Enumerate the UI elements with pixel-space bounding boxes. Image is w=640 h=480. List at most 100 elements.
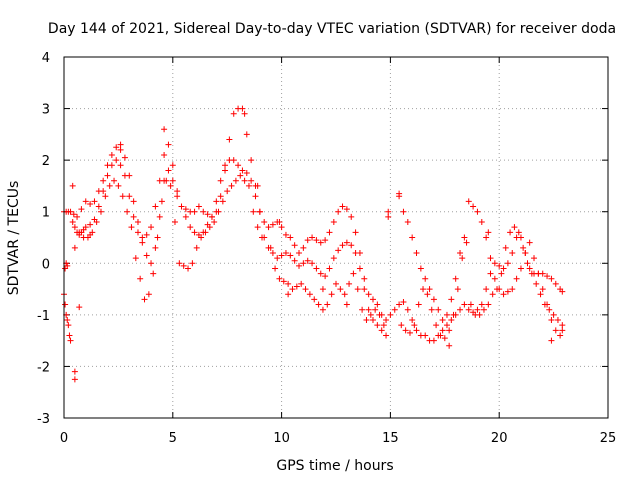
data-point [557, 332, 564, 339]
data-point [391, 306, 398, 313]
data-point [463, 239, 470, 246]
data-point [491, 275, 498, 282]
data-point [531, 255, 538, 262]
data-point [446, 327, 453, 334]
data-point [430, 337, 437, 344]
data-point [365, 306, 372, 313]
data-point [134, 229, 141, 236]
data-point [552, 327, 559, 334]
data-point [533, 280, 540, 287]
data-point [215, 208, 222, 215]
y-tick-label: 4 [42, 51, 50, 66]
data-point [559, 327, 566, 334]
data-point [365, 291, 372, 298]
data-point [113, 157, 120, 164]
data-point [544, 273, 551, 280]
data-point [180, 262, 187, 269]
scatter-points [61, 105, 566, 383]
data-point [64, 262, 71, 269]
data-point [195, 203, 202, 210]
data-point [367, 311, 374, 318]
data-point [443, 311, 450, 318]
data-point [71, 368, 78, 375]
data-point [152, 244, 159, 251]
data-point [300, 260, 307, 267]
data-point [378, 327, 385, 334]
data-point [406, 329, 413, 336]
data-point [420, 286, 427, 293]
data-point [369, 296, 376, 303]
data-point [319, 306, 326, 313]
data-point [139, 239, 146, 246]
data-point [335, 208, 342, 215]
data-point [217, 177, 224, 184]
data-point [254, 224, 261, 231]
data-point [222, 167, 229, 174]
data-point [165, 167, 172, 174]
x-tick-label: 25 [600, 431, 617, 446]
data-point [346, 280, 353, 287]
data-point [448, 296, 455, 303]
data-point [487, 270, 494, 277]
data-point [298, 280, 305, 287]
data-point [91, 198, 98, 205]
data-point [71, 244, 78, 251]
data-point [426, 286, 433, 293]
data-point [319, 286, 326, 293]
data-point [111, 177, 118, 184]
data-point [304, 257, 311, 264]
data-point [130, 198, 137, 205]
data-point [296, 249, 303, 256]
data-point [97, 208, 104, 215]
data-point [66, 332, 73, 339]
data-point [422, 275, 429, 282]
data-point [287, 234, 294, 241]
data-point [343, 206, 350, 213]
data-point [74, 213, 81, 220]
data-point [333, 280, 339, 287]
data-point [483, 234, 490, 241]
data-point [452, 275, 459, 282]
data-point [413, 327, 420, 334]
data-point [450, 311, 457, 318]
data-point [550, 311, 557, 318]
data-point [100, 177, 107, 184]
data-point [330, 219, 337, 226]
data-point [245, 182, 252, 189]
y-axis-label: SDTVAR / TECUs [6, 181, 22, 296]
y-tick-label: 1 [42, 206, 50, 221]
data-point [239, 105, 246, 112]
data-point [535, 270, 542, 277]
data-point [250, 208, 257, 215]
data-point [526, 239, 533, 246]
data-point [387, 311, 394, 318]
data-point [459, 255, 466, 262]
data-point [400, 298, 407, 305]
data-point [278, 224, 285, 231]
data-point [326, 265, 333, 272]
data-point [191, 229, 198, 236]
data-point [235, 162, 242, 169]
data-point [248, 177, 255, 184]
data-point [500, 291, 507, 298]
data-point [204, 211, 211, 218]
data-point [552, 280, 559, 287]
data-point [176, 260, 183, 267]
data-point [256, 208, 263, 215]
data-point [76, 304, 83, 311]
x-tick-label: 0 [60, 431, 68, 446]
data-point [193, 244, 200, 251]
data-point [189, 260, 196, 267]
data-point [524, 260, 531, 267]
data-point [415, 301, 422, 308]
data-point [443, 322, 450, 329]
data-point [348, 242, 355, 249]
data-point [430, 296, 437, 303]
data-point [285, 291, 292, 298]
data-point [206, 224, 213, 231]
data-point [182, 206, 189, 213]
data-point [402, 327, 409, 334]
data-point [537, 291, 544, 298]
chart-title: Day 144 of 2021, Sidereal Day-to-day VTE… [48, 21, 616, 37]
data-point [396, 190, 403, 197]
